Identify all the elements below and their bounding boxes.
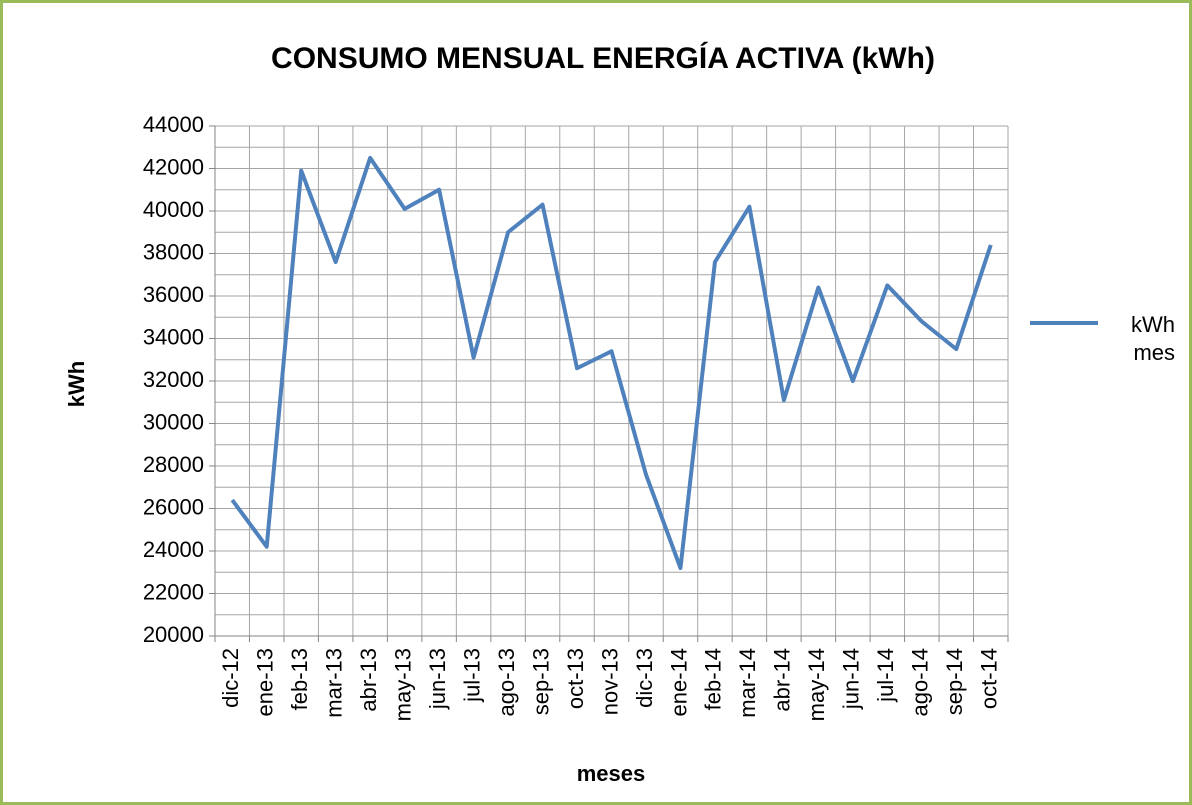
x-tick-label: feb-13 bbox=[287, 648, 312, 710]
chart-title: CONSUMO MENSUAL ENERGÍA ACTIVA (kWh) bbox=[271, 41, 935, 75]
x-tick-label: mar-13 bbox=[321, 648, 346, 718]
y-tick-label: 32000 bbox=[143, 367, 204, 392]
x-tick-label: sep-14 bbox=[942, 648, 967, 715]
y-tick-label: 28000 bbox=[143, 452, 204, 477]
x-tick-label: may-13 bbox=[390, 648, 415, 721]
y-tick-label: 34000 bbox=[143, 324, 204, 349]
y-tick-label: 22000 bbox=[143, 579, 204, 604]
x-tick-label: oct-14 bbox=[977, 648, 1002, 709]
y-tick-label: 36000 bbox=[143, 282, 204, 307]
y-tick-label: 44000 bbox=[143, 112, 204, 137]
x-tick-label: jun-13 bbox=[425, 648, 450, 710]
x-tick-label: may-14 bbox=[804, 648, 829, 721]
x-tick-label: jul-14 bbox=[873, 648, 898, 703]
y-tick-label: 30000 bbox=[143, 409, 204, 434]
y-axis-title: kWh bbox=[64, 361, 89, 407]
x-axis-title: meses bbox=[577, 761, 646, 786]
x-tick-label: mar-14 bbox=[735, 648, 760, 718]
x-tick-label: ago-13 bbox=[494, 648, 519, 717]
x-tick-label: ene-14 bbox=[666, 648, 691, 717]
x-tick-label: sep-13 bbox=[528, 648, 553, 715]
legend-label: kWh mes bbox=[1131, 312, 1175, 365]
y-tick-label: 42000 bbox=[143, 154, 204, 179]
x-tick-label: dic-13 bbox=[632, 648, 657, 708]
y-tick-label: 26000 bbox=[143, 494, 204, 519]
data-line bbox=[230, 155, 993, 570]
x-tick-label: nov-13 bbox=[597, 648, 622, 715]
x-tick-label: abr-14 bbox=[770, 648, 795, 712]
x-tick-label: jul-13 bbox=[459, 648, 484, 703]
y-tick-label: 24000 bbox=[143, 537, 204, 562]
y-tick-label: 20000 bbox=[143, 622, 204, 647]
chart: CONSUMO MENSUAL ENERGÍA ACTIVA (kWh) kWh… bbox=[64, 41, 1098, 786]
x-tick-label: oct-13 bbox=[563, 648, 588, 709]
x-tick-label: abr-13 bbox=[356, 648, 381, 712]
y-tick-label: 40000 bbox=[143, 197, 204, 222]
x-tick-label: dic-12 bbox=[218, 648, 243, 708]
x-tick-label: ene-13 bbox=[253, 648, 278, 717]
x-tick-label: ago-14 bbox=[908, 648, 933, 717]
x-tick-label: jun-14 bbox=[839, 648, 864, 710]
y-tick-label: 38000 bbox=[143, 239, 204, 264]
x-tick-label: feb-14 bbox=[701, 648, 726, 710]
